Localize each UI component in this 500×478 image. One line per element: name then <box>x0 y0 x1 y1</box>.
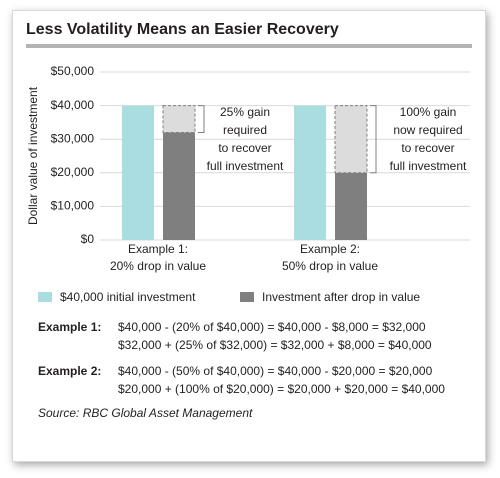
x-tick-label: 50% drop in value <box>282 259 378 273</box>
bracket <box>370 105 377 174</box>
x-tick-label: Example 1: <box>128 242 188 256</box>
legend-swatch <box>38 292 52 302</box>
annotation: required <box>223 123 267 137</box>
note-label: Example 2: <box>38 364 101 378</box>
x-tick-label: Example 2: <box>300 242 360 256</box>
y-tick-label: $10,000 <box>51 199 95 213</box>
note-label: Example 1: <box>38 320 101 334</box>
legend-swatch <box>240 292 254 302</box>
note-line: $40,000 - (50% of $40,000) = $40,000 - $… <box>118 364 433 378</box>
recovery-gap <box>162 105 196 133</box>
source: Source: RBC Global Asset Management <box>38 406 253 420</box>
y-tick-label: $40,000 <box>51 98 95 112</box>
y-tick-label: $0 <box>81 232 95 246</box>
bar <box>122 105 154 240</box>
annotation: to recover <box>218 141 271 155</box>
x-tick-label: 20% drop in value <box>110 259 206 273</box>
chart-title: Less Volatility Means an Easier Recovery <box>26 21 339 38</box>
bar <box>163 132 195 240</box>
bar <box>294 105 326 240</box>
y-tick-label: $50,000 <box>51 64 95 78</box>
note-line: $40,000 - (20% of $40,000) = $40,000 - $… <box>118 320 426 334</box>
bracket <box>198 105 205 133</box>
annotation: full investment <box>390 159 467 173</box>
note-line: $20,000 + (100% of $20,000) = $20,000 + … <box>118 382 445 396</box>
y-tick-label: $30,000 <box>51 131 95 145</box>
annotation: 25% gain <box>220 105 270 119</box>
annotation: now required <box>393 123 462 137</box>
annotation: full investment <box>207 159 284 173</box>
legend-label: $40,000 initial investment <box>60 290 196 304</box>
annotation: to recover <box>401 141 454 155</box>
legend-label: Investment after drop in value <box>262 290 420 304</box>
note-line: $32,000 + (25% of $32,000) = $32,000 + $… <box>118 338 432 352</box>
title-rule <box>26 44 472 48</box>
y-axis-label: Dollar value of investment <box>26 86 40 225</box>
y-tick-label: $20,000 <box>51 165 95 179</box>
card <box>12 10 486 462</box>
recovery-gap <box>334 105 368 174</box>
bar <box>335 172 367 240</box>
annotation: 100% gain <box>400 105 457 119</box>
